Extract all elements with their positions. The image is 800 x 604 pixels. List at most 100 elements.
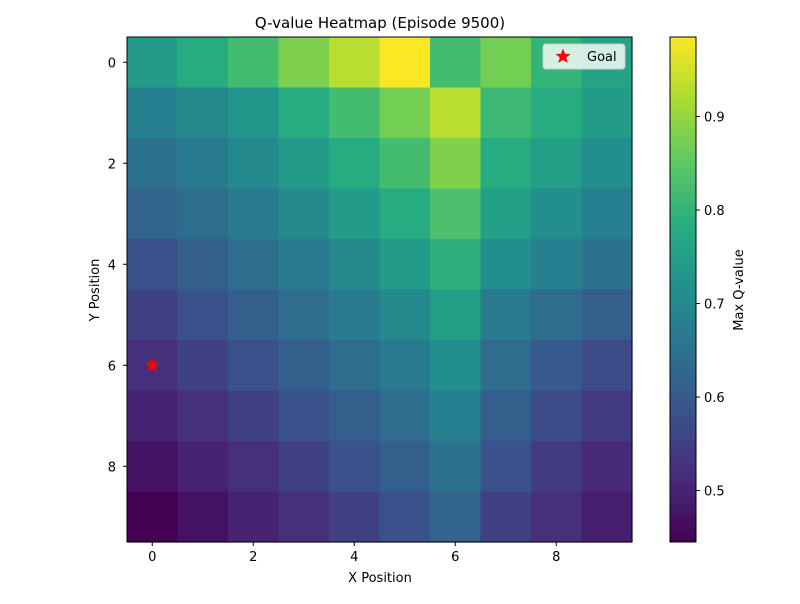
heatmap-cell: [379, 390, 431, 442]
heatmap-cell: [177, 37, 229, 89]
heatmap-cell: [581, 441, 633, 493]
heatmap-cell: [329, 138, 381, 190]
colorbar-gradient: [669, 36, 697, 543]
x-tick-label: 2: [249, 550, 257, 565]
heatmap-cell: [228, 138, 280, 190]
heatmap-cell: [430, 441, 482, 493]
heatmap-cell: [480, 87, 532, 139]
heatmap-cell: [430, 87, 482, 139]
y-axis-label: Y Position: [88, 259, 103, 323]
y-tick-label: 0: [108, 56, 116, 71]
heatmap-cell: [430, 289, 482, 341]
heatmap-cell: [329, 340, 381, 392]
heatmap-cell: [228, 87, 280, 139]
heatmap-cell: [430, 491, 482, 543]
colorbar-tick-label: 0.9: [704, 110, 725, 125]
heatmap-cell: [177, 340, 229, 392]
x-tick-label: 6: [451, 550, 459, 565]
chart-title: Q-value Heatmap (Episode 9500): [255, 14, 505, 32]
heatmap-cell: [581, 138, 633, 190]
x-tick-label: 0: [148, 550, 156, 565]
heatmap-cell: [430, 37, 482, 89]
heatmap-cell: [531, 138, 583, 190]
heatmap-cell: [531, 239, 583, 291]
heatmap-cell: [480, 289, 532, 341]
colorbar-label: Max Q-value: [732, 249, 747, 330]
heatmap-cell: [531, 188, 583, 240]
heatmap-cell: [228, 37, 280, 89]
x-axis-label: X Position: [348, 571, 412, 586]
heatmap-cell: [581, 87, 633, 139]
heatmap-cell: [379, 37, 431, 89]
colorbar-ticks: 0.5 0.6 0.7 0.8 0.9: [696, 110, 725, 500]
heatmap-cell: [177, 289, 229, 341]
heatmap-cell: [379, 87, 431, 139]
heatmap-cell: [430, 188, 482, 240]
goal-star-icon: [144, 357, 160, 372]
heatmap-cell: [329, 239, 381, 291]
heatmap-cell: [329, 441, 381, 493]
heatmap-cell: [278, 37, 330, 89]
heatmap-cell: [278, 441, 330, 493]
heatmap-cell: [379, 188, 431, 240]
heatmap-cell: [228, 239, 280, 291]
colorbar-tick-label: 0.7: [704, 298, 725, 313]
heatmap-cell: [480, 37, 532, 89]
heatmap-cell: [379, 289, 431, 341]
heatmap-cell: [278, 138, 330, 190]
y-tick-label: 6: [108, 359, 116, 374]
heatmap-cell: [480, 491, 532, 543]
heatmap-cell: [127, 491, 179, 543]
heatmap-cell: [379, 239, 431, 291]
legend: Goal: [542, 43, 626, 70]
heatmap-cell: [531, 441, 583, 493]
heatmap-cell: [177, 491, 229, 543]
heatmap-cell: [228, 441, 280, 493]
heatmap-cell: [531, 491, 583, 543]
heatmap-cell: [278, 289, 330, 341]
heatmap-cell: [379, 138, 431, 190]
heatmap-cell: [480, 239, 532, 291]
heatmap-cell: [329, 491, 381, 543]
heatmap-cell: [581, 340, 633, 392]
heatmap-cell: [177, 188, 229, 240]
colorbar-tick-label: 0.8: [704, 204, 725, 219]
heatmap-cell: [177, 239, 229, 291]
colorbar-tick-label: 0.6: [704, 391, 725, 406]
x-tick-label: 4: [350, 550, 358, 565]
heatmap-cell: [177, 441, 229, 493]
heatmap-cell: [228, 289, 280, 341]
heatmap-cell: [430, 340, 482, 392]
heatmap-cell: [127, 289, 179, 341]
y-tick-label: 8: [108, 460, 116, 475]
heatmap-cell: [127, 390, 179, 442]
heatmap-cell: [480, 188, 532, 240]
heatmap-cell: [581, 239, 633, 291]
heatmap-cell: [379, 340, 431, 392]
heatmap-cells: [127, 37, 633, 543]
heatmap-cell: [278, 340, 330, 392]
heatmap-cell: [531, 87, 583, 139]
heatmap-cell: [329, 390, 381, 442]
x-tick-label: 8: [552, 550, 560, 565]
heatmap-cell: [127, 87, 179, 139]
goal-layer: [144, 357, 160, 372]
heatmap-cell: [480, 138, 532, 190]
heatmap-cell: [278, 390, 330, 442]
heatmap-cell: [177, 390, 229, 442]
heatmap-cell: [430, 239, 482, 291]
heatmap-cell: [228, 340, 280, 392]
colorbar: 0.5 0.6 0.7 0.8 0.9 Max Q-value: [669, 36, 747, 543]
y-tick-label: 2: [108, 157, 116, 172]
heatmap-cell: [127, 441, 179, 493]
heatmap-cell: [228, 491, 280, 543]
heatmap-cell: [127, 37, 179, 89]
heatmap-cell: [430, 138, 482, 190]
heatmap-cell: [177, 87, 229, 139]
heatmap-cell: [278, 491, 330, 543]
heatmap-cell: [531, 340, 583, 392]
legend-star-icon: [555, 48, 571, 63]
heatmap-cell: [581, 491, 633, 543]
x-axis-ticks: 0 2 4 6 8: [148, 542, 560, 565]
